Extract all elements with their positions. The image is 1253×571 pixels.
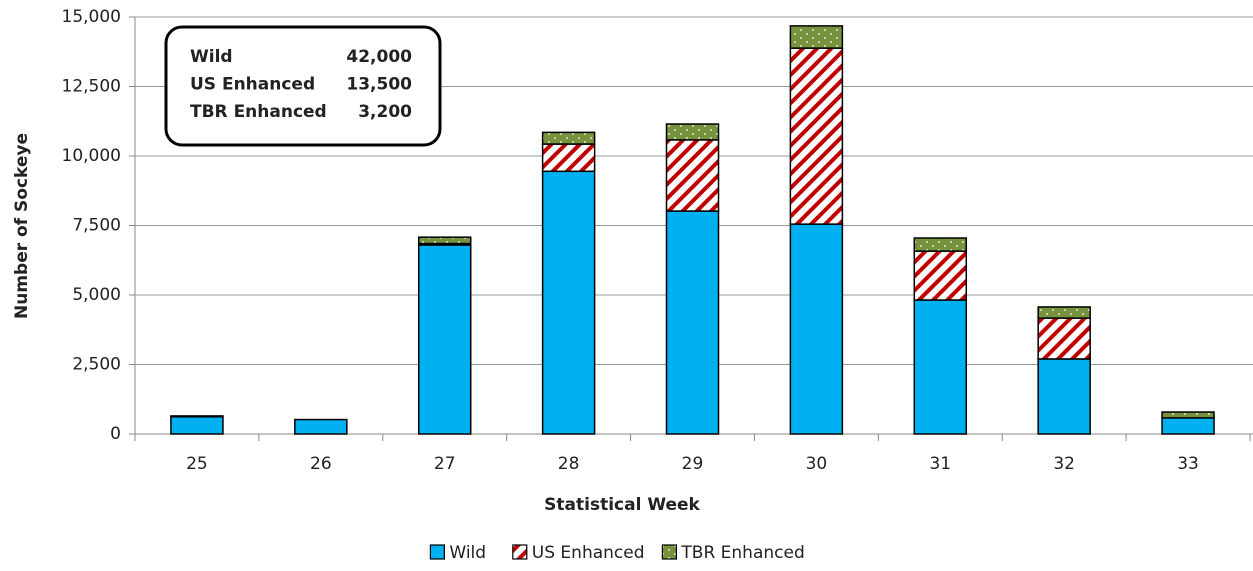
- y-tick-label: 2,500: [72, 355, 121, 375]
- x-tick-label: 32: [1053, 454, 1075, 474]
- y-tick-label: 7,500: [72, 216, 121, 236]
- bar-segment: [541, 170, 596, 435]
- summary-value: 42,000: [346, 47, 412, 67]
- bar-segment: [170, 416, 224, 435]
- bar-segment: [913, 299, 968, 435]
- bar-segment: [665, 210, 720, 435]
- summary-label: US Enhanced: [190, 75, 315, 95]
- summary-label: TBR Enhanced: [190, 102, 327, 122]
- bar-segment: [665, 123, 720, 141]
- x-tick-label: 28: [558, 454, 580, 474]
- x-tick-label: 26: [310, 454, 332, 474]
- bar-segment: [1161, 417, 1215, 435]
- legend-label: TBR Enhanced: [680, 543, 804, 563]
- y-tick-label: 5,000: [72, 285, 121, 305]
- x-tick-label: 30: [806, 454, 828, 474]
- bar-segment: [789, 47, 844, 225]
- x-tick-label: 27: [434, 454, 456, 474]
- bar-segment: [170, 415, 224, 418]
- bar-segment: [1037, 358, 1091, 435]
- bar-segment: [665, 139, 720, 212]
- legend-label: US Enhanced: [532, 543, 645, 563]
- y-tick-label: 0: [110, 424, 121, 444]
- bar-segment: [1037, 306, 1091, 319]
- legend-swatch: [429, 544, 445, 560]
- x-axis-title: Statistical Week: [544, 495, 700, 515]
- bar-segment: [294, 418, 348, 435]
- x-tick-label: 33: [1177, 454, 1199, 474]
- bar-segment: [417, 236, 472, 245]
- x-tick-label: 29: [682, 454, 704, 474]
- y-axis-title: Number of Sockeye: [12, 133, 32, 319]
- x-tick-label: 25: [186, 454, 208, 474]
- bar-segment: [789, 25, 844, 49]
- bar-segment: [789, 223, 844, 435]
- legend-swatch: [512, 544, 528, 560]
- summary-value: 13,500: [346, 75, 412, 95]
- bar-segment: [1037, 317, 1091, 360]
- summary-value: 3,200: [358, 102, 412, 122]
- bar-segment: [541, 131, 596, 145]
- legend-label: Wild: [449, 543, 486, 563]
- bar-segment: [541, 143, 596, 173]
- legend-swatch: [661, 544, 678, 560]
- y-tick-label: 12,500: [62, 77, 121, 97]
- bar-segment: [913, 237, 968, 252]
- bar-segment: [1161, 411, 1215, 419]
- x-tick-label: 31: [929, 454, 951, 474]
- summary-label: Wild: [190, 47, 233, 67]
- summary-box: [164, 25, 442, 147]
- y-tick-label: 15,000: [62, 7, 121, 27]
- y-tick-label: 10,000: [62, 146, 121, 166]
- bar-segment: [417, 244, 472, 435]
- bar-segment: [913, 250, 968, 301]
